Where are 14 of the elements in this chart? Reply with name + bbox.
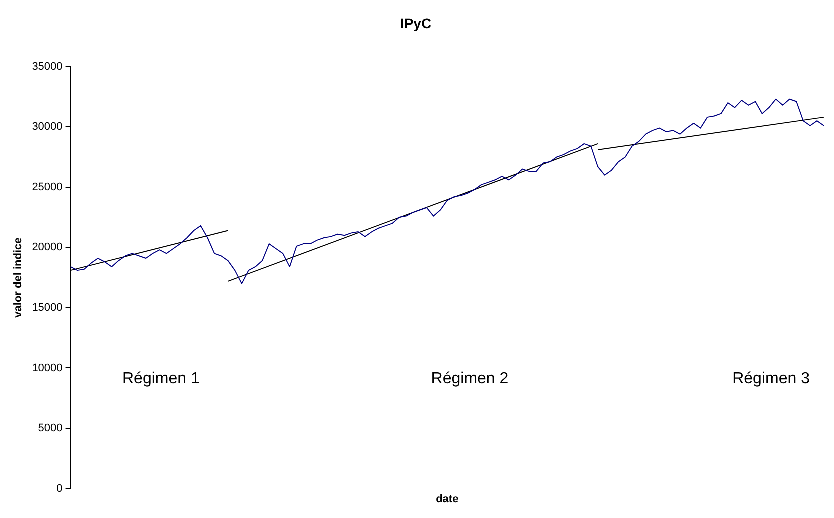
x-axis-title: date [436, 493, 459, 506]
y-tick-label: 10000 [32, 362, 63, 374]
y-axis-title: valor del indice [12, 238, 25, 318]
y-tick-label: 5000 [38, 422, 63, 435]
chart-title: IPyC [400, 15, 432, 32]
y-tick-label: 25000 [32, 181, 63, 194]
y-tick-label: 15000 [32, 302, 63, 314]
y-tick-label: 0 [56, 482, 63, 495]
annotation: Régimen 2 [431, 370, 509, 388]
annotation: Régimen 1 [122, 370, 200, 388]
y-tick-label: 30000 [32, 121, 63, 134]
y-tick-label: 20000 [32, 242, 63, 254]
annotation: Régimen 3 [732, 370, 810, 388]
y-tick-label: 35000 [32, 60, 63, 73]
